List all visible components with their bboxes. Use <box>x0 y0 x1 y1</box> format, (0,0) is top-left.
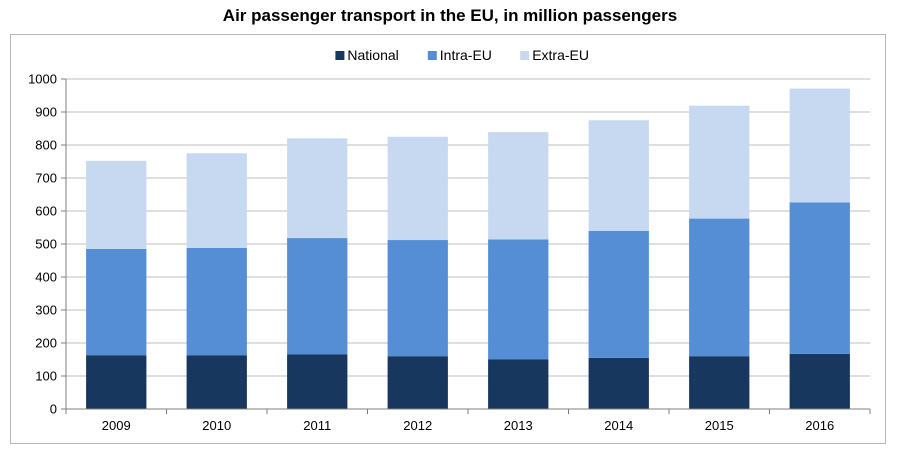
bar-intra-eu-2011 <box>287 238 348 355</box>
bar-intra-eu-2013 <box>488 239 549 360</box>
bar-intra-eu-2012 <box>387 240 448 357</box>
y-tick-label: 600 <box>35 204 57 219</box>
y-tick-label: 900 <box>35 105 57 120</box>
bar-national-2011 <box>287 354 348 409</box>
bar-intra-eu-2010 <box>186 247 247 356</box>
bar-national-2014 <box>588 357 649 409</box>
legend: National Intra-EU Extra-EU <box>335 47 589 63</box>
bar-extra-eu-2016 <box>789 88 850 203</box>
legend-label-intra-eu: Intra-EU <box>440 47 492 63</box>
bar-national-2013 <box>488 359 549 409</box>
bar-extra-eu-2012 <box>387 136 448 241</box>
y-tick-label: 500 <box>35 237 57 252</box>
bar-national-2012 <box>387 356 448 409</box>
bar-national-2009 <box>86 355 147 409</box>
bar-intra-eu-2015 <box>689 218 750 357</box>
x-tick-label: 2015 <box>705 418 734 433</box>
y-tick-label: 0 <box>50 402 57 417</box>
legend-swatch-national <box>335 51 345 60</box>
bar-extra-eu-2011 <box>287 138 348 239</box>
bar-national-2016 <box>789 353 850 409</box>
axes: 0 100 200 300 400 500 600 700 800 900 1000 2009 2010… <box>28 72 871 433</box>
x-tick-label: 2010 <box>202 418 231 433</box>
bar-national-2010 <box>186 355 247 409</box>
bar-intra-eu-2016 <box>789 202 850 354</box>
y-tick-label: 700 <box>35 171 57 186</box>
legend-label-extra-eu: Extra-EU <box>532 47 589 63</box>
bar-intra-eu-2009 <box>86 248 147 356</box>
bar-extra-eu-2013 <box>488 132 549 240</box>
y-tick-label: 200 <box>35 336 57 351</box>
chart-title: Air passenger transport in the EU, in mi… <box>222 6 678 25</box>
legend-swatch-extra-eu <box>520 51 530 60</box>
x-tick-label: 2014 <box>604 418 633 433</box>
bar-intra-eu-2014 <box>588 230 649 358</box>
y-tick-label: 1000 <box>28 72 57 87</box>
y-tick-label: 300 <box>35 303 57 318</box>
bars <box>86 88 850 409</box>
bar-national-2015 <box>689 356 750 409</box>
chart-frame <box>10 34 886 444</box>
x-tick-label: 2013 <box>504 418 533 433</box>
bar-extra-eu-2014 <box>588 120 649 231</box>
legend-label-national: National <box>347 47 398 63</box>
y-tick-label: 400 <box>35 270 57 285</box>
bar-extra-eu-2009 <box>86 160 147 249</box>
x-tick-label: 2011 <box>303 418 331 433</box>
legend-swatch-intra-eu <box>427 51 437 60</box>
x-tick-label: 2016 <box>805 418 834 433</box>
bar-extra-eu-2015 <box>689 105 750 219</box>
bar-extra-eu-2010 <box>186 153 247 248</box>
x-tick-label: 2009 <box>102 418 131 433</box>
y-tick-label: 800 <box>35 138 57 153</box>
x-tick-label: 2012 <box>403 418 432 433</box>
y-tick-label: 100 <box>35 369 57 384</box>
